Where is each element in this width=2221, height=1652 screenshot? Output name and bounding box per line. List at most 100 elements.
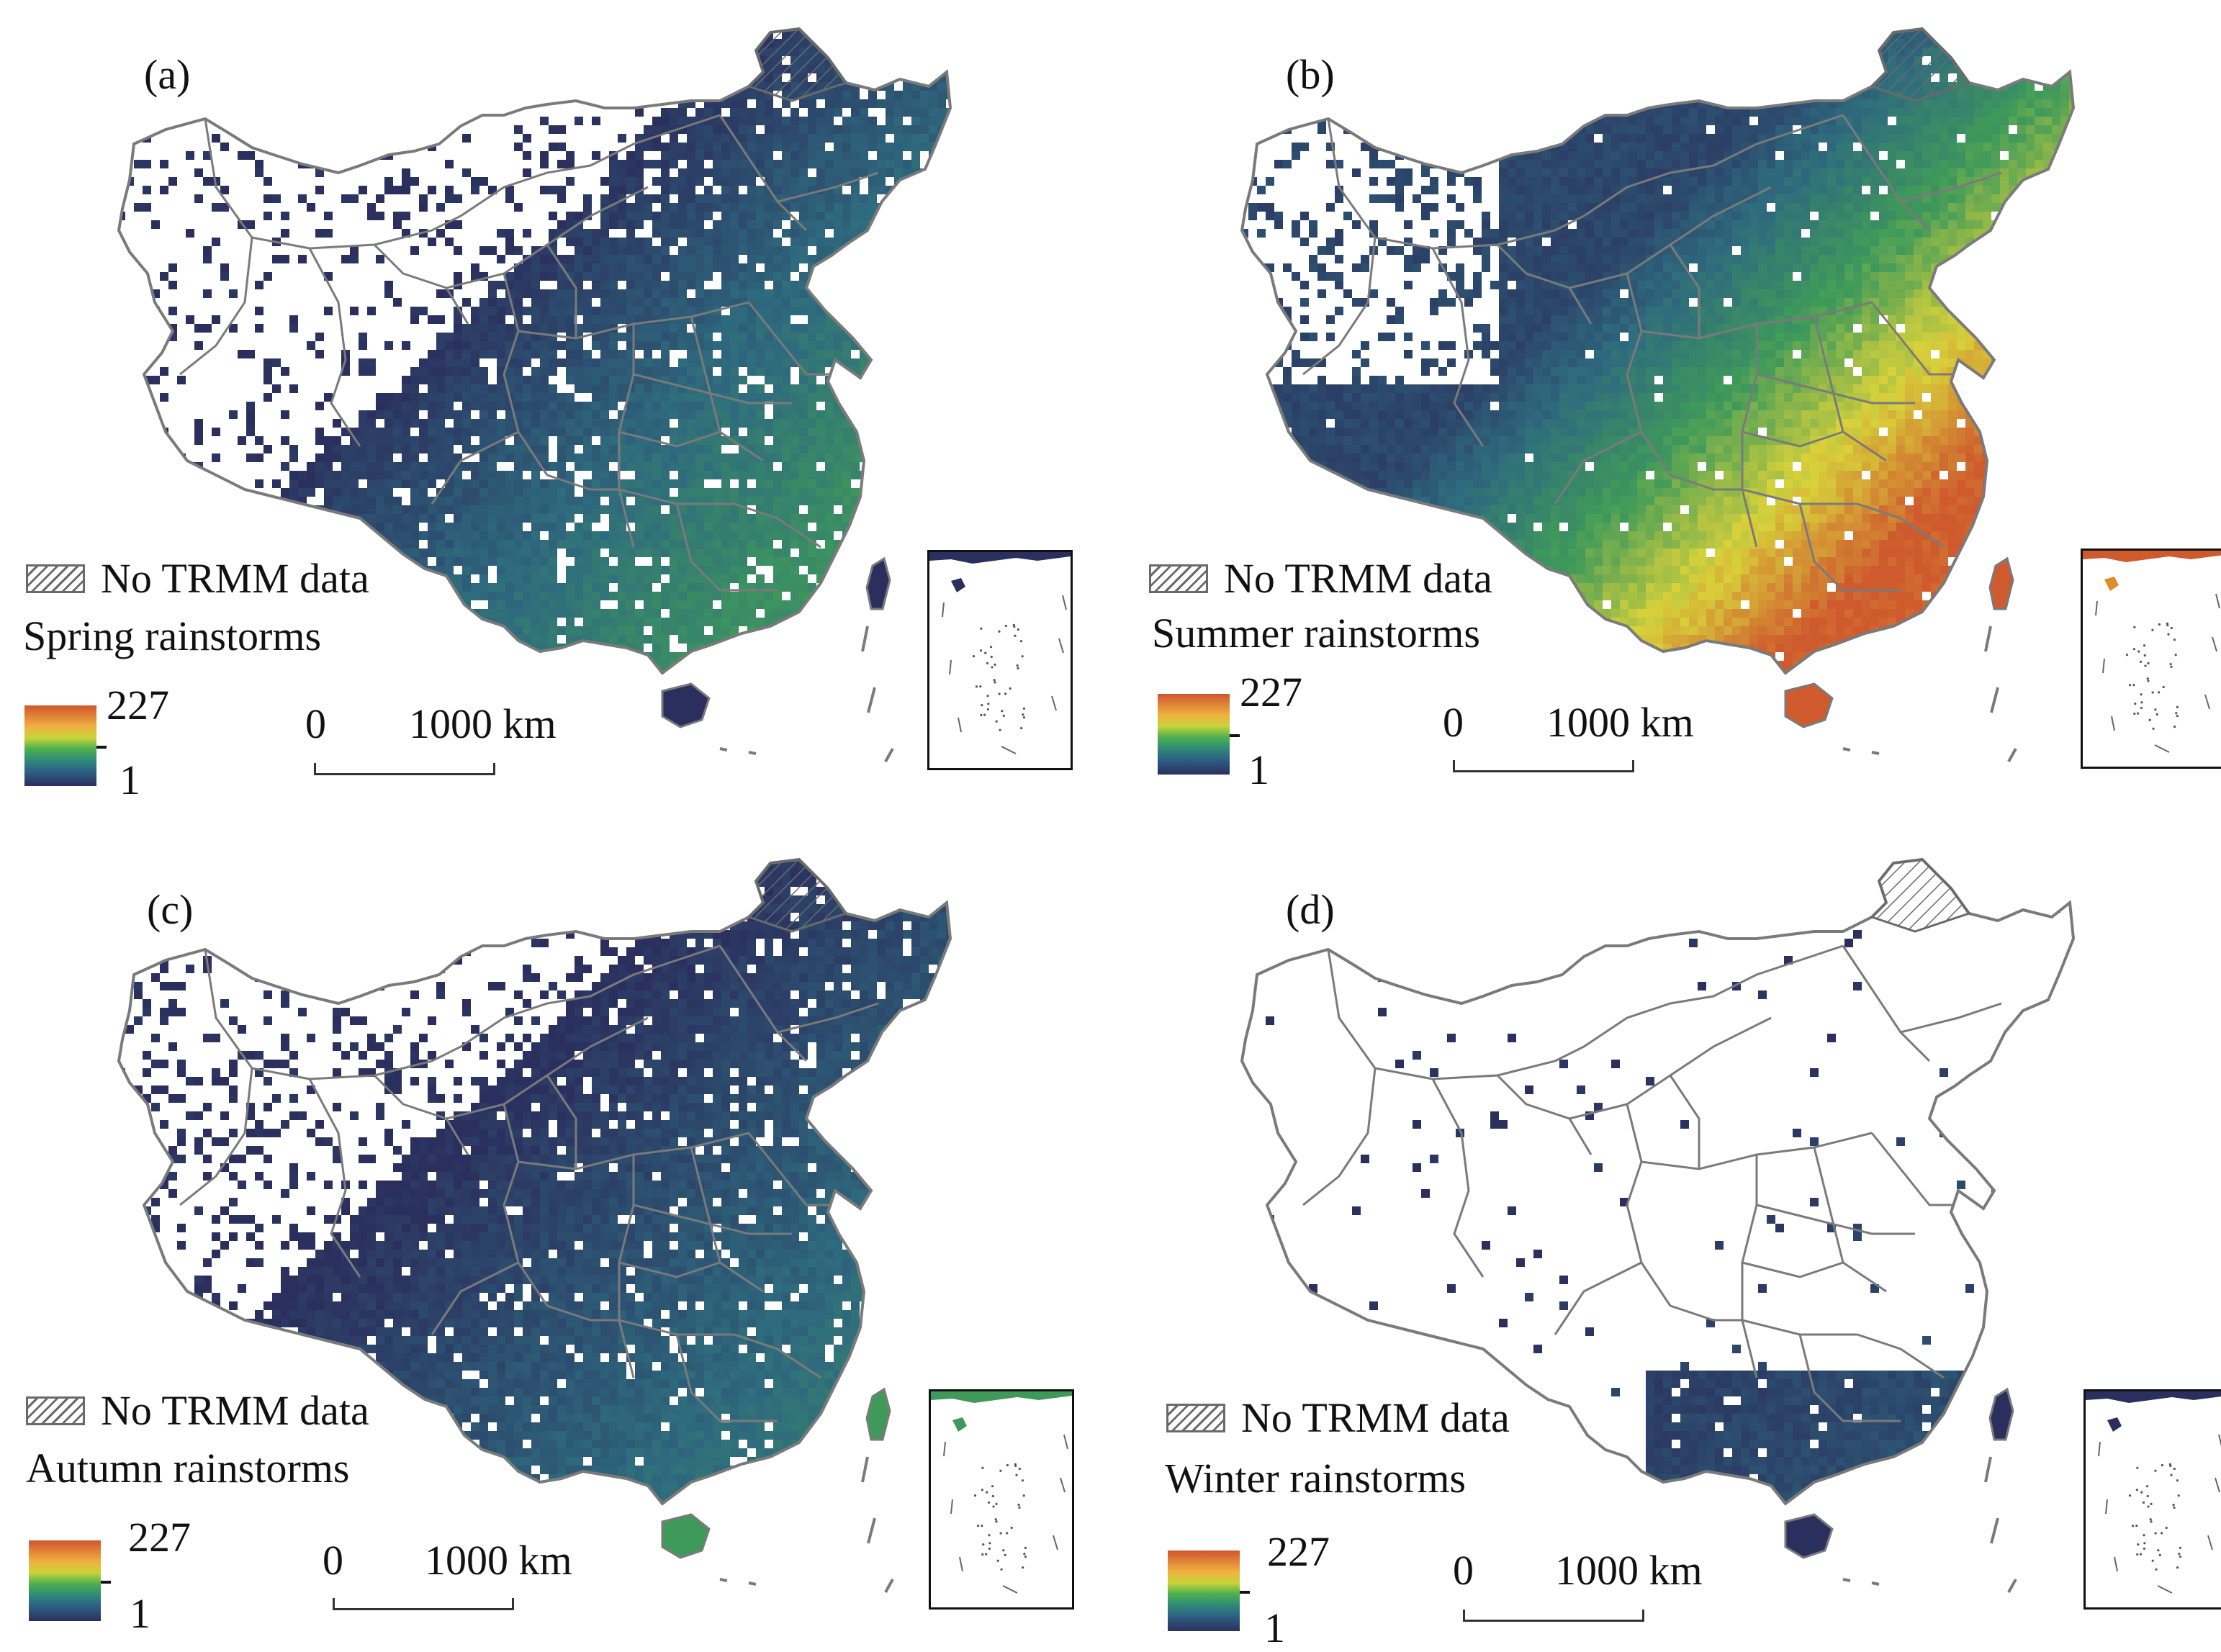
island-dot <box>992 1505 994 1507</box>
island-dot <box>981 1525 983 1527</box>
island-dot <box>988 1542 991 1544</box>
island-dot <box>2163 686 2165 688</box>
island-dot <box>2157 1549 2159 1551</box>
island-dot <box>1004 1554 1006 1556</box>
island-dot <box>2126 654 2128 656</box>
island-dot <box>981 1553 983 1556</box>
colorbar-min-label: 1 <box>130 1589 150 1638</box>
island-dot <box>990 646 992 648</box>
south-china-sea-inset <box>927 550 1073 770</box>
island-dot <box>994 664 996 666</box>
inset-hainan <box>2104 577 2119 591</box>
inset-dash <box>1001 746 1016 754</box>
colorbar-max-label: 227 <box>1267 1527 1330 1576</box>
nine-dash-segment <box>868 1518 875 1543</box>
island-dot <box>973 655 975 657</box>
season-title: Winter rainstorms <box>1165 1454 1466 1502</box>
island-dot <box>981 1467 983 1469</box>
island-dot <box>2147 662 2149 664</box>
island-dot <box>2155 1532 2157 1534</box>
island-dot <box>1000 1569 1002 1571</box>
island-dot <box>2173 1507 2175 1509</box>
island-dot <box>2166 624 2168 626</box>
panel-label: (a) <box>144 50 190 99</box>
nine-dash-segment <box>720 749 727 750</box>
island-dot <box>984 652 986 654</box>
island-dot <box>2152 691 2154 693</box>
island-dot <box>994 681 996 683</box>
inset-dash <box>2106 1499 2107 1514</box>
inset-dash <box>960 1557 963 1571</box>
island-dot <box>2140 693 2142 695</box>
island-dot <box>2155 1569 2157 1571</box>
scale-bar <box>1463 1610 1644 1622</box>
inset-dash <box>1063 595 1066 610</box>
colorbar-tick <box>96 746 107 749</box>
scale-zero: 0 <box>323 1536 343 1584</box>
island-dot <box>1023 1553 1025 1555</box>
colorbar <box>29 1540 101 1621</box>
island-dot <box>2171 627 2173 629</box>
no-data-legend: No TRMM data <box>26 554 369 602</box>
island-dot <box>2172 1504 2174 1506</box>
nine-dash-segment <box>1986 1457 1991 1482</box>
nine-dash-segment <box>1991 1518 1998 1543</box>
inset-dash <box>2114 1557 2117 1571</box>
island-dot <box>2173 726 2176 728</box>
no-data-label: No TRMM data <box>101 554 369 602</box>
island-dot <box>2140 701 2143 703</box>
island-dot <box>2167 633 2169 636</box>
island-dot <box>2140 661 2142 663</box>
nine-dash-segment <box>1991 687 1998 713</box>
island-dot <box>999 1470 1001 1472</box>
island-dot <box>2152 1560 2154 1562</box>
season-title: Autumn rainstorms <box>26 1444 349 1492</box>
island-dot <box>999 692 1001 695</box>
island-dot <box>1018 1507 1020 1509</box>
island-dot <box>1024 1556 1027 1558</box>
island-dot <box>2144 664 2146 667</box>
no-data-label: No TRMM data <box>1224 554 1492 602</box>
nine-dash-segment <box>868 687 875 713</box>
inset-dash <box>951 1499 952 1514</box>
island-dot <box>2149 719 2151 721</box>
nine-dash-segment <box>1843 749 1850 750</box>
island-dot <box>1014 1465 1017 1467</box>
no-data-label: No TRMM data <box>1241 1394 1510 1442</box>
island-dot <box>996 721 998 723</box>
no-data-region <box>1872 859 1969 931</box>
island-dot <box>2134 703 2136 705</box>
island-dot <box>2179 1556 2181 1558</box>
island-dot <box>1003 715 1005 717</box>
island-dot <box>2161 1464 2163 1466</box>
scale-bar <box>1453 760 1634 772</box>
colorbar-max-label: 227 <box>107 681 169 729</box>
island-dot <box>2146 1485 2148 1487</box>
island-dot <box>980 628 982 630</box>
island-dot <box>1022 1566 1024 1569</box>
inset-dash <box>1003 1586 1017 1593</box>
island-dot <box>985 1553 987 1556</box>
colorbar-max-label: 227 <box>128 1513 191 1561</box>
inset-dash <box>958 718 961 732</box>
inset-dash <box>2155 745 2169 752</box>
island-dot <box>1013 626 1015 628</box>
nine-dash-segment <box>1872 752 1879 754</box>
scale-distance: 1000 km <box>1546 698 1694 746</box>
island-dot <box>2150 1520 2152 1522</box>
island-dot <box>976 685 978 687</box>
south-china-sea-inset <box>2081 549 2221 769</box>
island-dot <box>1004 692 1006 695</box>
island-dot <box>1014 635 1016 637</box>
island-dot <box>2140 707 2143 709</box>
island-dot <box>2170 1474 2172 1476</box>
island-dot <box>2175 712 2177 714</box>
island-dot <box>2137 713 2139 715</box>
inset-coast <box>929 552 1071 564</box>
island-dot <box>1002 1549 1004 1551</box>
panel-label: (c) <box>147 885 193 934</box>
island-dot <box>2169 1465 2171 1467</box>
colorbar-min-label: 1 <box>1248 746 1269 794</box>
island-dot <box>983 714 986 716</box>
scale-distance: 1000 km <box>425 1536 572 1584</box>
